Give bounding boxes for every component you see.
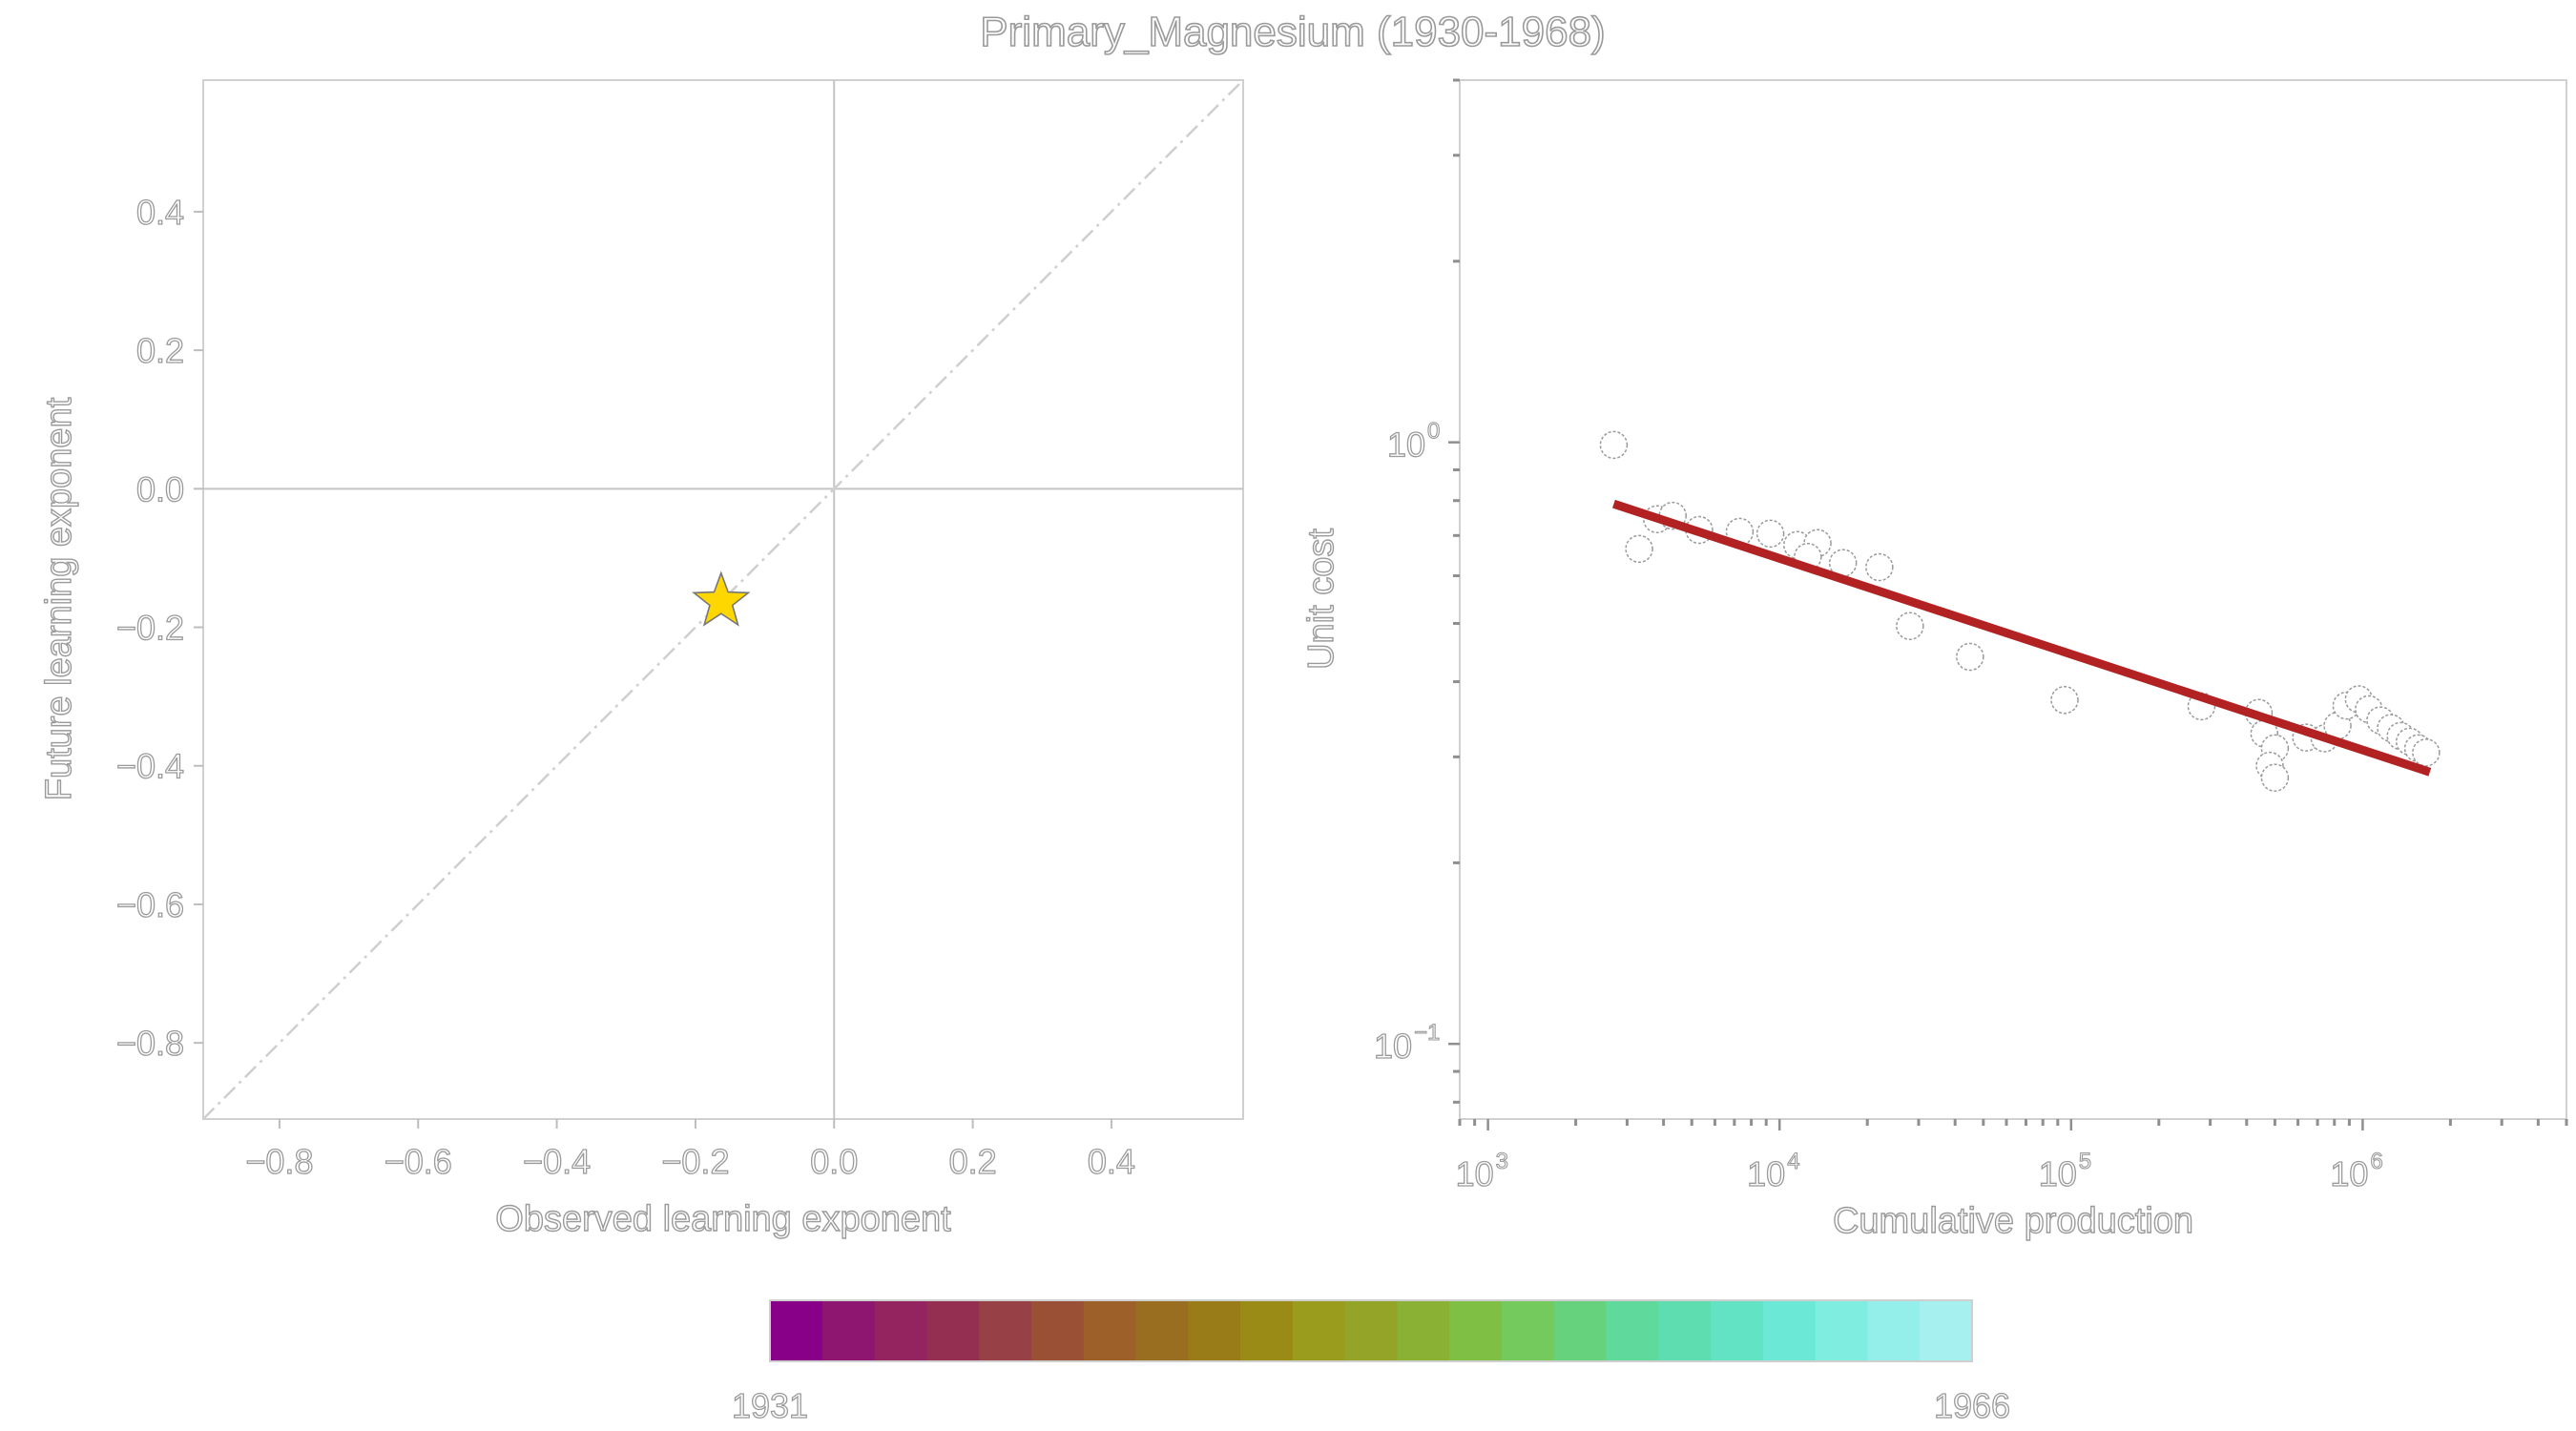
- colorbar-cell: [1449, 1300, 1503, 1361]
- svg-text:6: 6: [2370, 1149, 2382, 1174]
- colorbar-cell: [1501, 1300, 1555, 1361]
- colorbar-cell: [1240, 1300, 1294, 1361]
- left-x-axis-label: Observed learning exponent: [495, 1199, 951, 1239]
- left-points: [692, 570, 751, 627]
- colorbar-cell: [1815, 1300, 1869, 1361]
- right-x-axis-label: Cumulative production: [1833, 1201, 2193, 1241]
- colorbar-cell: [1606, 1300, 1659, 1361]
- left-x-tick-label: −0.4: [523, 1142, 591, 1181]
- left-y-tick-label: −0.8: [116, 1024, 184, 1063]
- svg-text:10: 10: [1456, 1154, 1494, 1193]
- colorbar-cells: [770, 1300, 1973, 1361]
- svg-text:10: 10: [2330, 1154, 2368, 1193]
- colorbar-cell: [1397, 1300, 1450, 1361]
- left-y-tick-label: 0.0: [136, 469, 184, 508]
- right-y-tick-label: 10 −1: [1373, 1020, 1441, 1067]
- unit-cost-point: [1896, 612, 1924, 640]
- year-colorbar: 1931 1966: [731, 1299, 2011, 1426]
- left-y-tick-label: −0.6: [116, 885, 184, 924]
- colorbar-cell: [1867, 1300, 1921, 1361]
- svg-text:4: 4: [1787, 1149, 1799, 1174]
- colorbar-cell: [1658, 1300, 1712, 1361]
- left-y-tick-label: 0.4: [136, 193, 184, 232]
- figure-title: Primary_Magnesium (1930-1968): [980, 9, 1605, 55]
- right-tick-marks: [1448, 78, 2568, 1130]
- right-x-tick-label: 10 3: [1455, 1148, 1509, 1193]
- svg-text:3: 3: [1496, 1149, 1508, 1174]
- unit-cost-point: [2412, 738, 2441, 767]
- colorbar-cell: [1344, 1300, 1398, 1361]
- left-x-tick-label: −0.6: [384, 1142, 452, 1181]
- colorbar-min-label: 1931: [732, 1386, 808, 1425]
- left-y-tick-labels: −0.8 −0.6 −0.4 −0.2 0.0 0.2 0.4: [115, 192, 184, 1064]
- svg-text:0: 0: [1427, 419, 1440, 445]
- left-x-tick-label: −0.8: [245, 1142, 313, 1181]
- svg-text:10: 10: [1374, 1027, 1412, 1066]
- unit-cost-point: [1755, 519, 1785, 549]
- colorbar-frame: [769, 1299, 1973, 1362]
- left-tick-marks: [194, 210, 1112, 1129]
- learning-exponent-panel: −0.8 −0.6 −0.4 −0.2 0.0 0.2 0.4 −0.8−0.6−0.4−0…: [38, 79, 1244, 1240]
- svg-text:10: 10: [1387, 425, 1425, 465]
- identity-diagonal-line: [202, 79, 1244, 1120]
- right-plot-frame: [1459, 79, 2567, 1120]
- unit-cost-point: [1599, 430, 1629, 460]
- colorbar-cell: [1083, 1300, 1137, 1361]
- left-x-tick-labels: −0.8 −0.6 −0.4 −0.2 0.0 0.2 0.4: [245, 1141, 1136, 1181]
- right-y-tick-label: 10 0: [1386, 418, 1441, 465]
- colorbar-cell: [1292, 1300, 1346, 1361]
- right-x-tick-label: 10 6: [2330, 1148, 2384, 1193]
- colorbar-cell: [1711, 1300, 1764, 1361]
- left-y-tick-label: −0.2: [116, 609, 184, 648]
- left-y-tick-label: −0.4: [116, 747, 184, 786]
- unit-cost-point: [1956, 642, 1984, 672]
- colorbar-cell: [874, 1300, 927, 1361]
- svg-text:5: 5: [2079, 1149, 2091, 1174]
- colorbar-cell: [821, 1300, 876, 1361]
- unit-cost-point: [1625, 534, 1653, 564]
- svg-text:10: 10: [1747, 1154, 1785, 1193]
- colorbar-cell: [1030, 1300, 1085, 1361]
- colorbar-cell: [1920, 1300, 1973, 1361]
- left-x-tick-label: −0.2: [661, 1142, 729, 1181]
- colorbar-cell: [1553, 1300, 1608, 1361]
- colorbar-cell: [1762, 1300, 1817, 1361]
- unit-cost-point: [2260, 763, 2290, 792]
- fit-line: [1612, 499, 2432, 777]
- left-x-tick-label: 0.2: [949, 1142, 997, 1181]
- unit-cost-point: [1865, 552, 1894, 582]
- colorbar-cell: [1135, 1300, 1189, 1361]
- colorbar-max-label: 1966: [1934, 1386, 2010, 1425]
- right-y-axis-label: Unit cost: [1301, 529, 1341, 670]
- unit-cost-point: [2050, 685, 2079, 715]
- colorbar-cell: [979, 1300, 1032, 1361]
- svg-text:−1: −1: [1414, 1020, 1440, 1046]
- colorbar-cell: [926, 1300, 980, 1361]
- right-x-tick-label: 10 5: [2038, 1148, 2092, 1193]
- left-y-tick-label: 0.2: [136, 331, 184, 370]
- learning-exponent-star-marker: [692, 570, 751, 627]
- right-x-tick-labels: 10 3 10 4 10 5 10 6: [1455, 1148, 2384, 1193]
- left-x-tick-label: 0.0: [810, 1142, 858, 1181]
- colorbar-cell: [770, 1300, 823, 1361]
- right-x-tick-label: 10 4: [1747, 1148, 1801, 1193]
- svg-text:10: 10: [2039, 1154, 2077, 1193]
- colorbar-cell: [1188, 1300, 1241, 1361]
- left-x-tick-label: 0.4: [1088, 1142, 1135, 1181]
- left-y-axis-label: Future learning exponent: [39, 397, 79, 800]
